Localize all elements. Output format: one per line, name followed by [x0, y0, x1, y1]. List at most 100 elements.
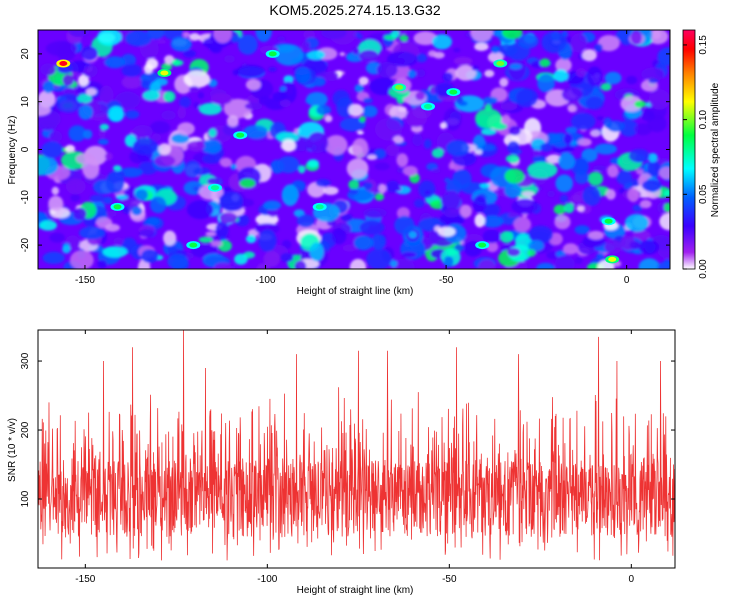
- spectrogram-cell: [38, 104, 51, 116]
- spectrogram-cell: [553, 69, 569, 83]
- spectrogram-cell: [277, 36, 286, 42]
- spectrogram-hot-spot: [236, 132, 245, 138]
- spectrogram-cell: [118, 167, 143, 178]
- spectrogram-cell: [237, 34, 258, 55]
- spectrogram-cell: [140, 79, 150, 88]
- spectrogram-cell: [142, 90, 160, 101]
- spectrogram-cell: [77, 93, 92, 104]
- spectrogram-cell: [587, 230, 605, 240]
- spectrogram-cell: [505, 154, 520, 164]
- spectrogram-cell: [177, 106, 186, 119]
- spectrogram-cell: [385, 180, 400, 193]
- spectrogram-cell: [42, 251, 65, 264]
- spectrogram-cell: [307, 159, 319, 168]
- colorbar-label: Normalized spectral amplitude: [710, 82, 721, 217]
- spectrogram-cell: [97, 259, 108, 269]
- spectrogram-cell: [40, 63, 56, 76]
- spectrogram-y-tick-label: -10: [20, 190, 31, 205]
- spectrogram-cell: [163, 90, 176, 103]
- spectrogram-cell: [106, 211, 117, 217]
- spectrogram-cell: [574, 257, 583, 265]
- spectrogram-cell: [219, 157, 232, 168]
- spectrogram-cell: [198, 102, 222, 116]
- spectrogram-x-tick-label: -50: [439, 275, 454, 286]
- spectrogram-cell: [575, 157, 589, 176]
- spectrogram-cell: [627, 187, 640, 203]
- spectrogram-cell: [183, 70, 211, 88]
- spectrogram-cell: [576, 205, 585, 213]
- spectrogram-cell: [636, 169, 644, 175]
- spectrogram-cell: [275, 131, 300, 143]
- spectrogram-cell: [145, 217, 160, 226]
- spectrogram-cell: [121, 63, 142, 78]
- snr-y-axis-label: SNR (10 * v/v): [7, 418, 18, 482]
- spectrogram-cell: [575, 68, 587, 78]
- spectrogram-cell: [508, 58, 526, 81]
- spectrogram-cell: [428, 50, 437, 57]
- spectrogram-cell: [501, 114, 511, 125]
- colorbar-tick-label: 0.15: [698, 35, 709, 55]
- spectrogram-cell: [581, 148, 598, 162]
- spectrogram-cell: [163, 230, 177, 246]
- spectrogram-cell: [339, 52, 346, 57]
- spectrogram-cell: [147, 30, 165, 40]
- spectrogram-cell: [161, 110, 176, 120]
- spectrogram-cell: [114, 91, 141, 110]
- spectrogram-cell: [323, 186, 339, 195]
- spectrogram-cell: [657, 261, 670, 269]
- spectrogram-cell: [528, 225, 553, 244]
- spectrogram-cell: [416, 68, 426, 78]
- spectrogram-cell: [102, 246, 128, 258]
- spectrogram-cell: [268, 66, 277, 72]
- spectrogram-cell: [83, 129, 93, 140]
- spectrogram-cell: [189, 33, 201, 41]
- spectrogram-cell: [207, 177, 221, 185]
- spectrogram-cell: [452, 169, 472, 189]
- spectrogram-cell: [385, 144, 400, 157]
- spectrogram-hot-spot: [113, 204, 122, 210]
- spectrogram-cell: [553, 204, 566, 215]
- spectrogram-cell: [297, 214, 315, 228]
- spectrogram-cell: [280, 252, 294, 263]
- spectrogram-hot-spot: [268, 51, 277, 57]
- spectrogram-cell: [362, 97, 373, 104]
- spectrogram-cell: [399, 34, 409, 42]
- spectrogram-cell: [521, 191, 535, 197]
- spectrogram-cell: [527, 161, 558, 179]
- spectrogram-cell: [470, 30, 493, 43]
- spectrogram-cell: [604, 239, 623, 254]
- spectrogram-cell: [113, 165, 122, 172]
- spectrogram-cell: [441, 190, 461, 211]
- spectrogram-cell: [263, 200, 282, 211]
- spectrogram-cell: [202, 153, 222, 164]
- spectrogram-cell: [443, 107, 462, 131]
- spectrogram-cell: [294, 66, 311, 84]
- spectrogram-cell: [596, 252, 605, 260]
- spectrogram-cell: [648, 78, 659, 84]
- spectrogram-cell: [281, 139, 296, 153]
- spectrogram-cell: [507, 140, 520, 154]
- spectrogram-cell: [170, 36, 192, 52]
- spectrogram-cell: [658, 166, 670, 180]
- spectrogram-cell: [231, 35, 241, 43]
- spectrogram-cell: [69, 250, 94, 269]
- spectrogram-cell: [620, 95, 643, 112]
- spectrogram-hot-spot: [424, 104, 432, 109]
- spectrogram-cell: [616, 170, 632, 185]
- spectrogram-cell: [629, 240, 641, 250]
- colorbar: 0.00 0.05 0.10 0.15 Normalized spectral amp…: [682, 29, 721, 279]
- spectrogram-cell: [437, 226, 456, 237]
- spectrogram-cell: [367, 154, 377, 160]
- spectrogram-cell: [626, 75, 638, 85]
- spectrogram-cell: [219, 212, 238, 224]
- spectrogram-cell: [97, 138, 109, 145]
- spectrogram-cell: [554, 214, 571, 230]
- spectrogram-cell: [508, 125, 521, 136]
- spectrogram-cell: [348, 188, 359, 195]
- spectrogram-cell: [418, 180, 436, 199]
- spectrogram-x-tick-label: -100: [256, 275, 276, 286]
- spectrogram-cell: [577, 138, 592, 147]
- spectrogram-cell: [370, 234, 386, 250]
- spectrogram-cell: [439, 212, 465, 227]
- spectrogram-cell: [38, 156, 59, 176]
